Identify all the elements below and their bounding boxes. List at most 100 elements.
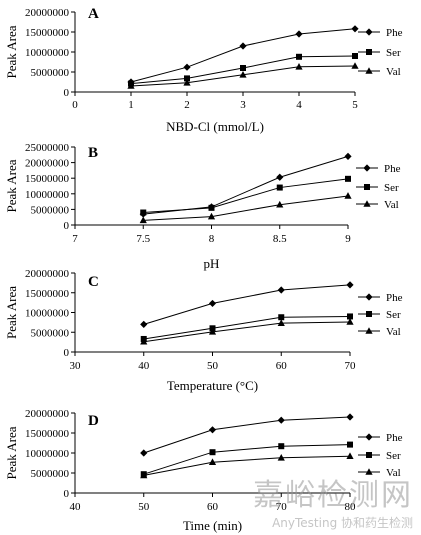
marker-square-p0-s1-2: [240, 65, 246, 71]
marker-triangle-p3-s2-3: [346, 452, 354, 459]
y-tick-label: 10000000: [25, 189, 70, 201]
marker-triangle-p3-s2-2: [277, 454, 285, 461]
y-tick-label: 15000000: [25, 288, 70, 300]
series-line-ser: [143, 315, 351, 340]
panel-letter: B: [88, 145, 98, 161]
x-tick-label: 70: [345, 360, 357, 372]
marker-triangle-p1-s2-legend: [363, 200, 371, 207]
y-tick-label: 10000000: [25, 308, 70, 320]
marker-diamond-p0-s0-legend: [365, 28, 373, 36]
marker-triangle-p1-s2-2: [276, 200, 284, 208]
marker-square-p0-s1-3: [296, 53, 302, 60]
marker-triangle-p1-s2-1: [207, 212, 216, 220]
x-tick-label: 3: [240, 99, 246, 111]
marker-square-p3-s1-1: [209, 449, 216, 456]
marker-triangle-p0-s2-1: [183, 79, 191, 86]
marker-diamond-p1-s0-2: [276, 173, 284, 181]
marker-triangle-p3-s2-1: [208, 458, 217, 465]
chart-panel-b: 0 5000000 10000000 15000000 20000000 25000000…: [4, 142, 401, 271]
y-tick-label: 20000000: [25, 7, 70, 19]
marker-triangle-p0-s2-0: [127, 82, 135, 89]
series-line-phe: [143, 416, 351, 454]
y-axis-title: Peak Area: [4, 286, 19, 339]
x-tick-label: 8.5: [273, 233, 287, 245]
x-axis-title: Time (min): [183, 518, 242, 533]
marker-diamond-p3-s0-2: [277, 416, 285, 424]
x-tick-label: 5: [352, 99, 358, 111]
y-axis-title: Peak Area: [4, 159, 19, 212]
marker-triangle-p0-s2-2: [239, 71, 247, 78]
marker-diamond-p2-s0-0: [140, 320, 148, 328]
legend-label-ser: Ser: [384, 182, 399, 194]
marker-square-p2-s1-legend: [366, 311, 372, 317]
marker-diamond-p1-s0-3: [344, 152, 352, 160]
marker-diamond-p3-s0-0: [140, 449, 148, 457]
legend-label-val: Val: [386, 467, 401, 479]
legend-label-ser: Ser: [386, 47, 401, 59]
legend-label-val: Val: [384, 199, 399, 211]
series-line-ser: [143, 178, 349, 214]
marker-triangle-p2-s2-1: [208, 328, 217, 335]
series-line-ser: [143, 444, 351, 475]
marker-square-p1-s1-3: [345, 175, 351, 182]
marker-square-p0-s1-4: [352, 53, 358, 59]
marker-triangle-p2-s2-2: [277, 319, 285, 326]
x-tick-label: 1: [128, 99, 134, 111]
marker-triangle-p1-s2-3: [344, 192, 352, 199]
marker-triangle-p0-s2-4: [351, 62, 359, 69]
x-axis-title: pH: [204, 256, 220, 271]
legend-label-ser: Ser: [386, 309, 401, 321]
marker-square-p2-s1-2: [278, 314, 285, 321]
y-tick-label: 15000000: [25, 173, 70, 185]
x-axis-title: NBD-Cl (mmol/L): [166, 119, 264, 134]
marker-diamond-p0-s0-2: [239, 42, 247, 50]
x-tick-label: 60: [207, 501, 219, 513]
marker-diamond-p0-s0-3: [295, 30, 303, 38]
marker-triangle-p1-s2-0: [139, 216, 147, 224]
y-tick-label: 0: [64, 488, 70, 500]
marker-square-p1-s1-0: [140, 209, 147, 216]
legend-label-val: Val: [386, 326, 401, 338]
marker-square-p0-s1-legend: [366, 49, 372, 55]
marker-diamond-p2-s0-2: [277, 286, 285, 294]
panel-letter: D: [88, 413, 99, 429]
x-tick-label: 7.5: [136, 233, 150, 245]
x-tick-label: 40: [70, 501, 82, 513]
x-tick-label: 30: [70, 360, 82, 372]
y-axis-title: Peak Area: [4, 25, 19, 78]
x-tick-label: 60: [276, 360, 288, 372]
legend-label-phe: Phe: [386, 432, 403, 444]
marker-diamond-p0-s0-4: [351, 25, 359, 33]
marker-diamond-p3-s0-3: [346, 413, 354, 421]
y-tick-label: 5000000: [31, 204, 70, 216]
marker-triangle-p2-s2-0: [140, 337, 148, 345]
x-tick-label: 8: [209, 233, 215, 245]
marker-diamond-p3-s0-legend: [365, 433, 373, 441]
marker-diamond-p0-s0-1: [183, 63, 191, 71]
y-tick-label: 25000000: [25, 142, 70, 154]
y-tick-label: 20000000: [25, 268, 70, 280]
marker-diamond-p2-s0-1: [208, 299, 217, 308]
y-axis-title: Peak Area: [4, 426, 19, 479]
y-tick-label: 20000000: [25, 158, 70, 170]
y-tick-label: 0: [64, 347, 70, 359]
chart-panel-c: 0 5000000 10000000 15000000 20000000 30 40 50 60…: [4, 268, 403, 393]
series-line-phe: [143, 155, 349, 215]
marker-triangle-p2-s2-3: [346, 318, 354, 325]
panel-letter: C: [88, 274, 99, 290]
x-tick-label: 70: [276, 501, 288, 513]
panel-letter: A: [88, 6, 99, 22]
marker-square-p1-s1-2: [276, 184, 283, 191]
y-tick-label: 10000000: [25, 448, 70, 460]
y-tick-label: 10000000: [25, 47, 70, 59]
marker-diamond-p3-s0-1: [208, 426, 217, 434]
y-tick-label: 5000000: [31, 327, 70, 339]
marker-square-p0-s1-1: [184, 75, 190, 82]
marker-square-p3-s1-2: [278, 443, 285, 450]
marker-square-p1-s1-1: [208, 204, 215, 211]
x-tick-label: 0: [72, 99, 78, 111]
marker-triangle-p0-s2-3: [295, 63, 303, 70]
x-tick-label: 9: [345, 233, 351, 245]
y-tick-label: 5000000: [31, 468, 70, 480]
y-tick-label: 20000000: [25, 408, 70, 420]
